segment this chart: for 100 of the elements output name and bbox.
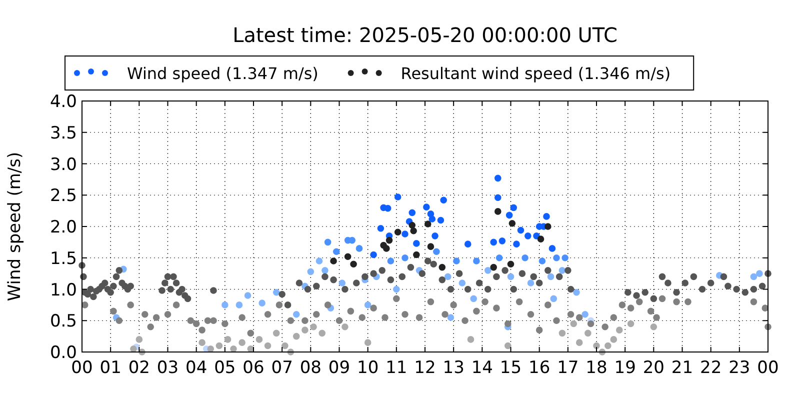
point <box>222 302 228 308</box>
point <box>402 310 408 318</box>
point <box>244 292 252 299</box>
point <box>336 317 343 324</box>
point <box>410 228 417 234</box>
point <box>384 204 392 212</box>
point <box>464 240 472 248</box>
x-tick-label: 21 <box>671 358 694 378</box>
x-tick-label: 02 <box>128 358 150 378</box>
x-tick-label: 03 <box>156 358 179 378</box>
point <box>494 208 502 215</box>
point <box>567 310 574 318</box>
point <box>238 314 246 321</box>
point <box>413 240 420 247</box>
point <box>750 273 758 280</box>
x-tick-label: 09 <box>328 358 350 378</box>
x-tick-label: 01 <box>100 358 122 378</box>
point <box>394 228 402 236</box>
point <box>610 314 618 321</box>
point <box>377 224 384 232</box>
point <box>423 204 430 210</box>
point <box>562 254 568 262</box>
point <box>684 298 692 306</box>
x-tick-label: 16 <box>528 358 550 378</box>
point <box>393 286 400 293</box>
point <box>467 336 474 343</box>
point <box>493 304 500 312</box>
point <box>370 251 377 258</box>
point <box>447 314 454 321</box>
point <box>292 310 300 318</box>
point <box>507 260 514 268</box>
x-tick-label: 20 <box>642 358 664 378</box>
point <box>587 320 594 328</box>
point <box>547 273 554 280</box>
point <box>164 310 172 318</box>
point <box>347 308 354 315</box>
y-tick-label: 3.5 <box>50 123 77 144</box>
point <box>383 245 390 252</box>
point <box>247 330 254 337</box>
point <box>658 295 666 302</box>
point <box>230 345 237 352</box>
point <box>207 345 214 352</box>
point <box>537 236 544 242</box>
point <box>573 288 580 296</box>
point <box>427 298 434 306</box>
point <box>433 248 440 255</box>
point <box>386 236 393 244</box>
y-tick-label: 1.0 <box>50 280 77 300</box>
point <box>272 330 280 337</box>
point <box>198 339 206 346</box>
point <box>292 332 300 340</box>
point <box>602 324 608 330</box>
point <box>210 317 217 324</box>
point <box>393 295 400 302</box>
point <box>553 254 560 262</box>
point <box>116 317 123 324</box>
x-tick-label: 00 <box>71 358 93 378</box>
point <box>216 342 223 350</box>
point <box>498 238 506 244</box>
point <box>408 222 416 229</box>
point <box>627 320 634 328</box>
point <box>458 280 466 286</box>
point <box>424 220 432 228</box>
y-tick-label: 2.5 <box>50 186 77 206</box>
point <box>450 302 457 308</box>
point <box>544 302 552 308</box>
point <box>470 295 477 302</box>
point <box>513 240 520 248</box>
x-tick-label: 17 <box>557 358 579 378</box>
point <box>653 314 660 321</box>
point <box>576 339 583 346</box>
point <box>364 339 372 346</box>
x-tick-label: 14 <box>471 358 493 378</box>
point <box>576 314 583 321</box>
point <box>264 342 272 350</box>
point <box>473 308 480 315</box>
point <box>387 258 394 264</box>
point <box>494 194 502 202</box>
point <box>558 330 566 337</box>
point <box>510 204 518 212</box>
point <box>127 302 134 308</box>
point <box>616 326 623 334</box>
y-tick-label: 0.5 <box>50 312 77 332</box>
point <box>508 220 516 227</box>
point <box>490 238 497 246</box>
y-tick-label: 3.0 <box>50 154 77 175</box>
point <box>147 324 154 330</box>
point <box>350 260 357 268</box>
point <box>402 254 408 262</box>
point <box>382 314 388 321</box>
point <box>110 308 117 315</box>
x-tick-label: 13 <box>442 358 464 378</box>
y-tick-label: 1.5 <box>50 248 77 269</box>
point <box>442 310 448 318</box>
point <box>490 264 497 271</box>
x-tick-label: 18 <box>586 358 608 378</box>
point <box>236 302 243 308</box>
point <box>358 314 366 321</box>
point <box>618 302 626 308</box>
point <box>432 232 438 240</box>
